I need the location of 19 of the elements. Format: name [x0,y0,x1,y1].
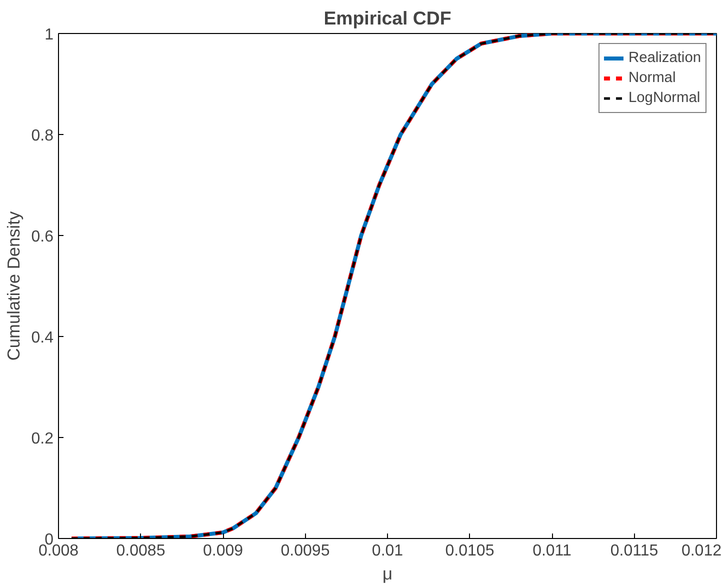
y-tick-label: 0.2 [31,430,54,448]
legend-label: Realization [628,50,701,66]
x-tick-label: 0.0095 [280,542,330,560]
legend-label: Normal [628,70,676,86]
y-axis-title: Cumulative Density [3,211,24,361]
x-tick-label: 0.0085 [116,542,166,560]
x-tick-label: 0.012 [681,542,721,560]
x-tick-label: 0.0115 [610,542,658,560]
y-tick-label: 0.8 [31,128,54,144]
y-tick-label: 0.4 [31,330,54,346]
x-tick-label: 0.009 [202,542,244,560]
y-tick-label: 0.6 [31,228,54,246]
x-tick-label: 0.0105 [445,542,494,560]
chart-title: Empirical CDF [324,8,452,28]
legend-label: LogNormal [628,90,700,106]
x-tick-label: 0.011 [532,542,572,560]
x-tick-label: 0.01 [372,542,404,560]
x-axis-title: μ [382,564,392,584]
y-tick-label: 1 [44,26,54,44]
